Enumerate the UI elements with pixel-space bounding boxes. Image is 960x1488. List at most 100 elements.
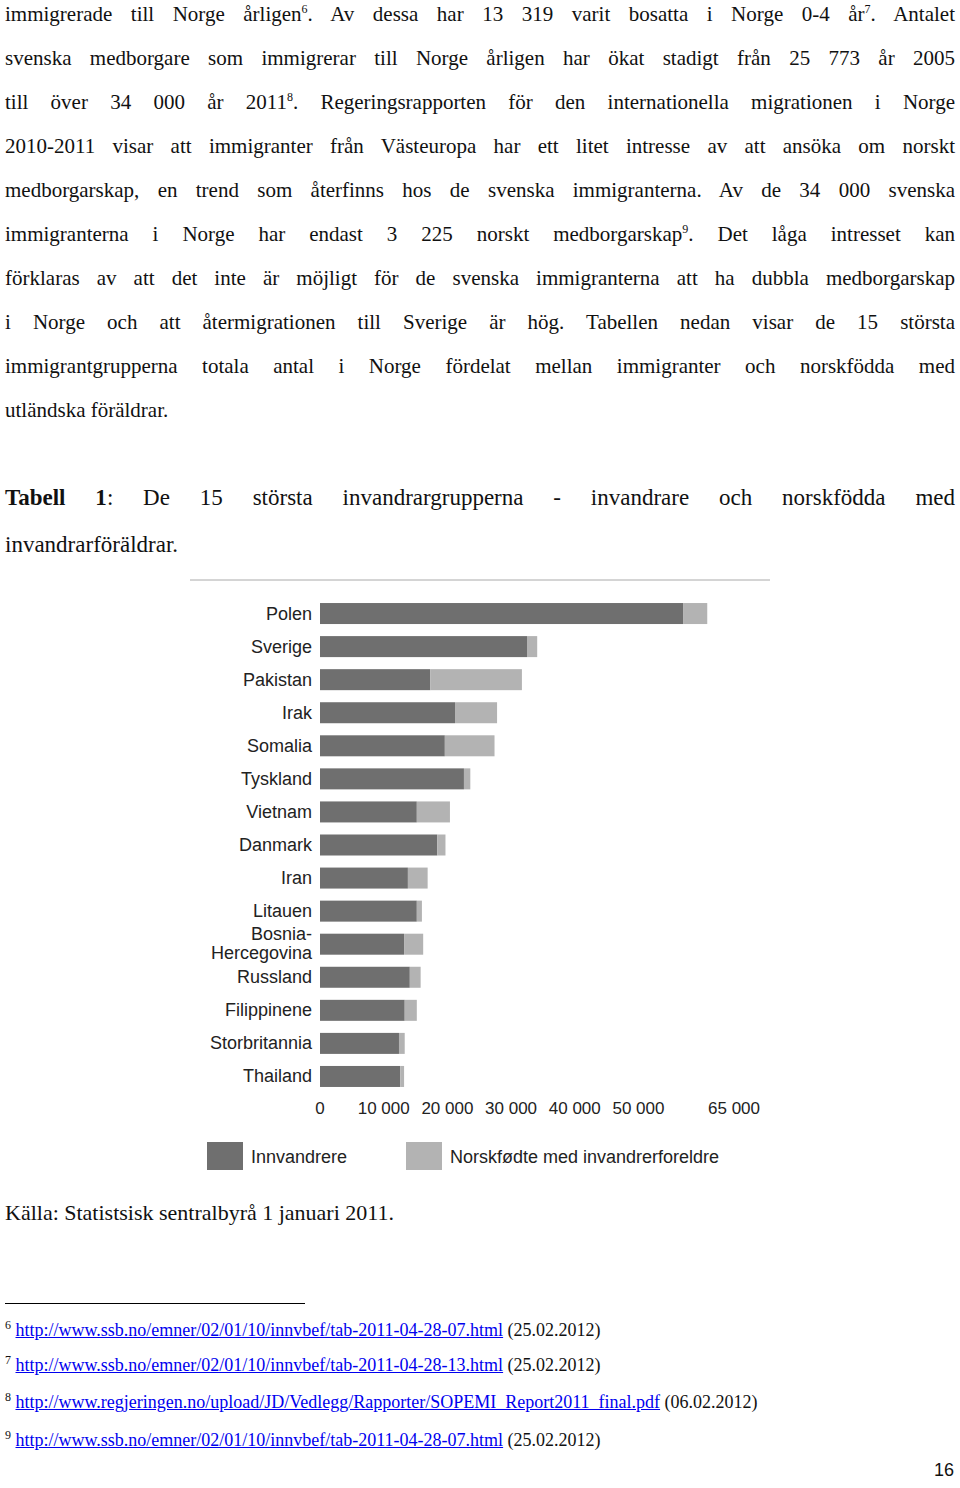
footnote-ref: 6	[302, 2, 308, 16]
footnote-link[interactable]: http://www.ssb.no/emner/02/01/10/innvbef…	[16, 1430, 504, 1450]
bar	[455, 702, 497, 723]
category-label: Somalia	[247, 736, 313, 756]
body-text: immigranterna i Norge har endast 3 225 n…	[5, 222, 682, 246]
bar	[417, 901, 422, 922]
footnote: 8 http://www.regjeringen.no/upload/JD/Ve…	[5, 1390, 955, 1414]
bar	[464, 768, 470, 789]
bar	[320, 702, 455, 723]
bar	[417, 801, 450, 822]
footnote: 9 http://www.ssb.no/emner/02/01/10/innvb…	[5, 1428, 955, 1452]
body-text: medborgarskap, en trend som återfinns ho…	[5, 178, 955, 202]
body-line: immigranterna i Norge har endast 3 225 n…	[5, 220, 955, 248]
body-text: utländska föräldrar.	[5, 398, 168, 422]
body-line: immigrantgrupperna totala antal i Norge …	[5, 352, 955, 380]
page-number: 16	[934, 1458, 954, 1482]
footnote-date: (25.02.2012)	[508, 1430, 601, 1450]
footnote-ref: 7	[865, 2, 871, 16]
bar	[320, 801, 417, 822]
bar	[320, 901, 417, 922]
bar	[320, 1066, 400, 1087]
category-label: Filippinene	[225, 1000, 312, 1020]
tick-label: 30 000	[485, 1099, 537, 1118]
category-label: Iran	[281, 868, 312, 888]
bar	[400, 1066, 404, 1087]
bar	[320, 967, 410, 988]
caption-line: invandrarföräldrar.	[5, 530, 955, 560]
body-line: i Norge och att återmigrationen till Sve…	[5, 308, 955, 336]
bar	[320, 669, 430, 690]
body-text: svenska medborgare som immigrerar till N…	[5, 46, 955, 70]
footnote-number: 8	[5, 1390, 11, 1404]
category-label: Irak	[282, 703, 313, 723]
category-label: Litauen	[253, 901, 312, 921]
body-text: immigrantgrupperna totala antal i Norge …	[5, 354, 955, 378]
chart: Polen Sverige Pakistan Irak Somalia Tyskland V…	[0, 0, 960, 1488]
category-label: Polen	[266, 604, 312, 624]
category-label: Bosnia-Hercegovina	[211, 924, 313, 963]
bar	[320, 1033, 399, 1054]
tick-label: 40 000	[549, 1099, 601, 1118]
footnote-date: (06.02.2012)	[665, 1392, 758, 1412]
footnote-link[interactable]: http://www.ssb.no/emner/02/01/10/innvbef…	[16, 1320, 504, 1340]
body-text: immigrerade till Norge årligen	[5, 2, 302, 26]
body-line: 2010-2011 visar att immigranter från Väs…	[5, 132, 955, 160]
body-line: svenska medborgare som immigrerar till N…	[5, 44, 955, 72]
bars	[320, 603, 707, 1087]
legend-label: Innvandrere	[251, 1147, 347, 1167]
footnote-ref: 9	[682, 222, 688, 236]
bar	[320, 868, 408, 889]
legend-label: Norskfødte med invandrerforeldre	[450, 1147, 719, 1167]
footnote: 7 http://www.ssb.no/emner/02/01/10/innvb…	[5, 1353, 955, 1377]
body-line: till över 34 000 år 20118. Regeringsrapp…	[5, 88, 955, 116]
frame-rule	[190, 580, 770, 581]
caption-text: : De 15 största invandrargrupperna - inv…	[107, 485, 955, 510]
body-text: . Det låga intresset kan	[688, 222, 955, 246]
tick-label: 20 000	[421, 1099, 473, 1118]
body-text: till över 34 000 år 2011	[5, 90, 287, 114]
bar	[437, 835, 445, 856]
category-label: Tyskland	[241, 769, 312, 789]
bar	[527, 636, 537, 657]
body-line: förklaras av att det inte är möjligt för…	[5, 264, 955, 292]
category-label: Thailand	[243, 1066, 312, 1086]
footnote-number: 6	[5, 1318, 11, 1332]
category-label: Sverige	[251, 637, 312, 657]
bar	[430, 669, 522, 690]
source: Källa: Statistsisk sentralbyrå 1 januari…	[5, 1199, 955, 1227]
tick-label: 65 000	[708, 1099, 760, 1118]
bar	[320, 934, 404, 955]
tick-label: 50 000	[612, 1099, 664, 1118]
bar	[445, 735, 495, 756]
body-line: medborgarskap, en trend som återfinns ho…	[5, 176, 955, 204]
caption-text: invandrarföräldrar.	[5, 532, 178, 557]
caption-label: Tabell 1	[5, 485, 107, 510]
footnote-link[interactable]: http://www.ssb.no/emner/02/01/10/innvbef…	[16, 1355, 504, 1375]
body-text: i Norge och att återmigrationen till Sve…	[5, 310, 955, 334]
footnote: 6 http://www.ssb.no/emner/02/01/10/innvb…	[5, 1318, 955, 1342]
bar	[320, 603, 683, 624]
tick-label: 10 000	[358, 1099, 410, 1118]
legend-swatch	[406, 1142, 442, 1170]
bar	[320, 835, 437, 856]
bar	[404, 934, 423, 955]
footnote-link[interactable]: http://www.regjeringen.no/upload/JD/Vedl…	[16, 1392, 661, 1412]
footnote-date: (25.02.2012)	[508, 1320, 601, 1340]
footnote-date: (25.02.2012)	[508, 1355, 601, 1375]
footnote-rule	[5, 1303, 305, 1304]
bar	[320, 636, 527, 657]
body-line: immigrerade till Norge årligen6. Av dess…	[5, 0, 955, 28]
bar	[683, 603, 707, 624]
bar	[320, 735, 445, 756]
bar	[408, 868, 428, 889]
body-text: . Av dessa har 13 319 varit bosatta i No…	[308, 2, 865, 26]
bar	[410, 967, 421, 988]
category-label: Storbritannia	[210, 1033, 313, 1053]
bar	[399, 1033, 405, 1054]
bar	[405, 1000, 417, 1021]
body-text: . Antalet	[871, 2, 955, 26]
category-label: Vietnam	[246, 802, 312, 822]
category-label: Pakistan	[243, 670, 312, 690]
body-text: . Regeringsrapporten för den internation…	[293, 90, 955, 114]
bar	[320, 768, 464, 789]
bar	[320, 1000, 405, 1021]
